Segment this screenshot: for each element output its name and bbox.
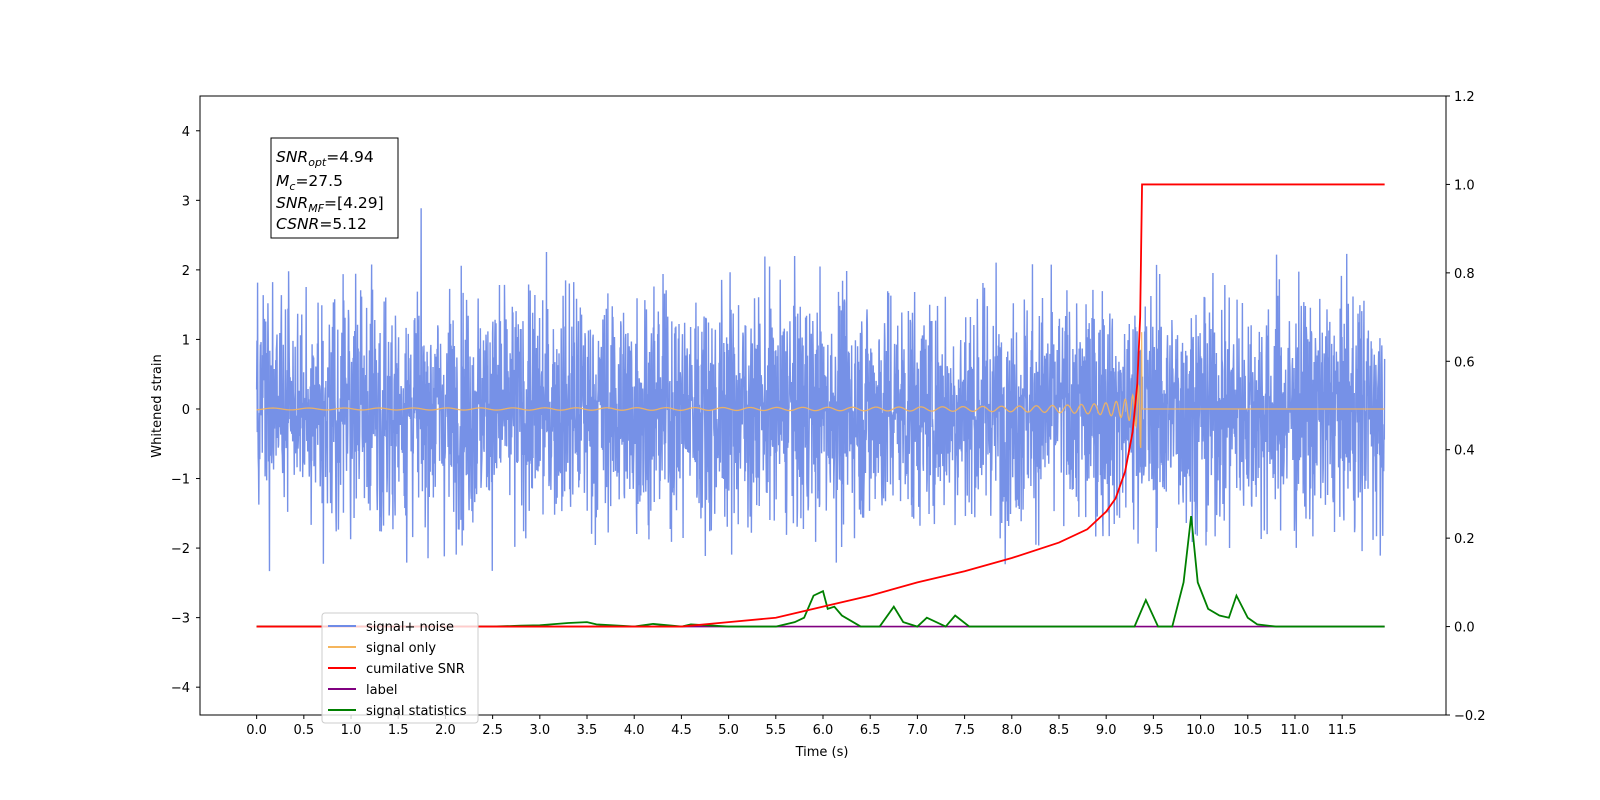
x-tick-label: 10.5	[1233, 723, 1262, 738]
legend-label-signal: signal only	[366, 641, 436, 656]
x-tick-label: 8.0	[1001, 723, 1022, 738]
y-left-tick-label: −2	[171, 542, 190, 557]
x-tick-label: 4.0	[624, 723, 645, 738]
legend-label-snr: cumilative SNR	[366, 662, 465, 677]
x-axis: 0.0 0.5 1.0 1.5 2.0 2.5 3.0 3.5 4.0 4.5 5.0 5.5 6.0 6…	[246, 715, 1357, 738]
series-signal-only	[256, 332, 1385, 448]
x-tick-label: 8.5	[1049, 723, 1070, 738]
legend-label-stats: signal statistics	[366, 704, 467, 719]
x-tick-label: 2.0	[435, 723, 456, 738]
series-cumulative-snr	[256, 183, 1385, 628]
y-right-tick-label: 0.8	[1454, 267, 1475, 282]
y-right-tick-label: 0.2	[1454, 532, 1475, 547]
x-tick-label: 9.5	[1143, 723, 1164, 738]
y-left-tick-label: 3	[182, 194, 190, 209]
y-left-tick-label: −4	[171, 681, 190, 696]
x-tick-label: 7.0	[907, 723, 928, 738]
x-tick-label: 9.0	[1096, 723, 1117, 738]
annotation-box: SNRopt=4.94 Mc=27.5 SNRMF=[4.29] CSNR=5.…	[270, 137, 399, 239]
y-left-tick-label: 1	[182, 333, 190, 348]
y-right-tick-label: 0.6	[1454, 355, 1475, 370]
y-right-tick-label: −0.2	[1454, 709, 1486, 724]
x-tick-label: 4.5	[671, 723, 692, 738]
annotation-snr-opt: SNRopt=4.94	[276, 148, 374, 169]
annotation-chirp-mass: Mc=27.5	[276, 172, 343, 193]
x-tick-label: 7.5	[954, 723, 975, 738]
x-tick-label: 5.5	[765, 723, 786, 738]
y-left-tick-label: 2	[182, 264, 190, 279]
x-tick-label: 5.0	[718, 723, 739, 738]
legend-label-label: label	[366, 683, 397, 698]
x-axis-label: Time (s)	[795, 745, 849, 760]
x-tick-label: 3.5	[577, 723, 598, 738]
x-tick-label: 1.5	[388, 723, 409, 738]
legend-label-noise: signal+ noise	[366, 620, 454, 635]
x-tick-label: 1.0	[341, 723, 362, 738]
x-tick-label: 11.5	[1328, 723, 1357, 738]
y-left-tick-label: 0	[182, 403, 190, 418]
y-right-tick-label: 1.0	[1454, 178, 1475, 193]
y-axis-right: 1.2 1.0 0.8 0.6 0.4 0.2 0.0 −0.2	[1446, 90, 1486, 724]
x-tick-label: 11.0	[1280, 723, 1309, 738]
y-right-tick-label: 0.0	[1454, 621, 1475, 636]
y-right-tick-label: 0.4	[1454, 444, 1475, 459]
y-axis-label: Whitened strain	[150, 354, 165, 457]
y-left-tick-label: −1	[171, 473, 190, 488]
series-signal-noise	[255, 208, 1386, 572]
x-tick-label: 3.0	[529, 723, 550, 738]
annotation-csnr: CSNR=5.12	[276, 215, 367, 233]
x-tick-label: 0.5	[293, 723, 314, 738]
series-signal-statistics	[256, 515, 1385, 628]
x-tick-label: 10.0	[1186, 723, 1215, 738]
legend: signal+ noise signal only cumilative SNR…	[321, 612, 479, 724]
y-left-tick-label: 4	[182, 125, 190, 140]
y-right-tick-label: 1.2	[1454, 90, 1475, 105]
x-tick-label: 6.0	[813, 723, 834, 738]
y-left-tick-label: −3	[171, 612, 190, 627]
annotation-snr-mf: SNRMF=[4.29]	[276, 194, 384, 215]
y-axis-left: 4 3 2 1 0 −1 −2 −3 −4	[171, 125, 200, 696]
x-tick-label: 2.5	[482, 723, 503, 738]
x-tick-label: 6.5	[860, 723, 881, 738]
x-tick-label: 0.0	[246, 723, 267, 738]
